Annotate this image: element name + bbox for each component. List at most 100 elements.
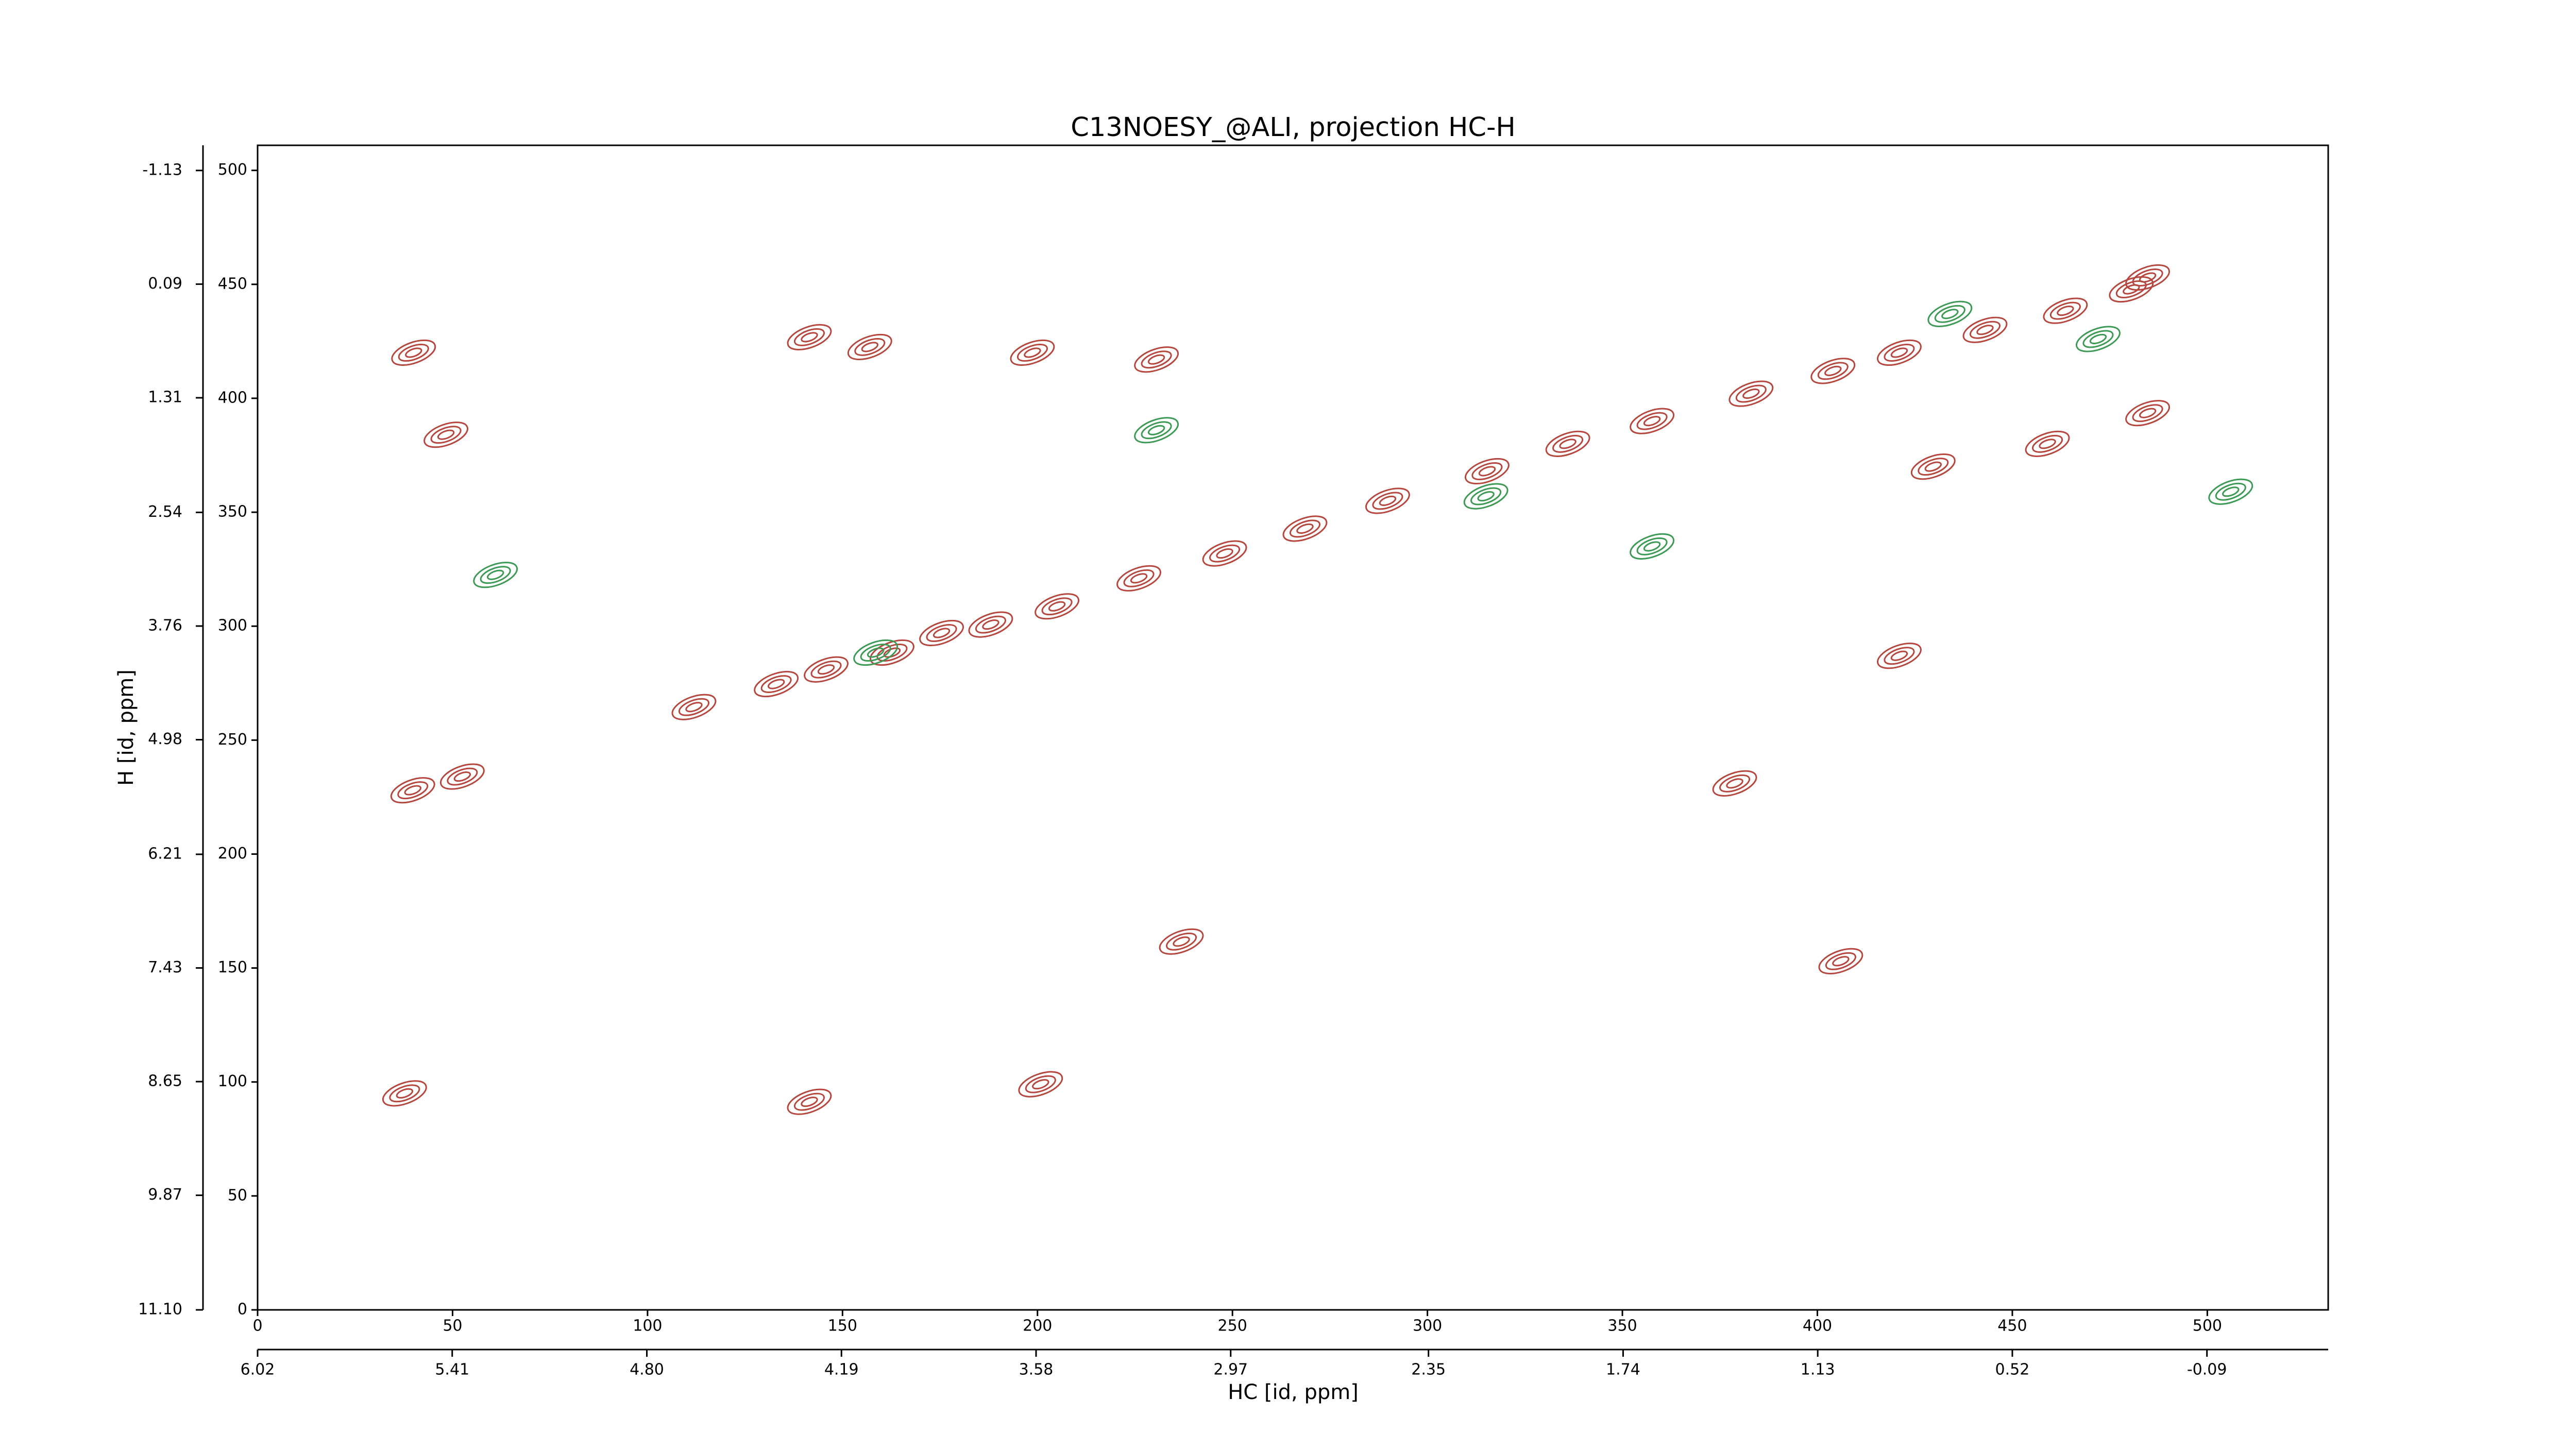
contour <box>671 694 717 720</box>
contour <box>2123 284 2140 295</box>
contour <box>1969 321 2001 339</box>
x-tick-label: 50 <box>443 1317 462 1335</box>
peak <box>1728 380 1774 407</box>
contour <box>685 702 703 713</box>
peak <box>2076 326 2121 352</box>
peak <box>968 611 1013 638</box>
peak <box>804 656 849 683</box>
contour <box>396 1088 414 1099</box>
peak <box>1202 540 1247 567</box>
y-tick-label: 200 <box>218 845 247 863</box>
x2-tick-label: 2.97 <box>1213 1361 1248 1379</box>
peak <box>1465 458 1510 485</box>
contour <box>1643 416 1661 427</box>
contour <box>397 781 429 800</box>
contour <box>2208 478 2253 505</box>
contour <box>1134 417 1179 444</box>
peak <box>1910 453 1956 480</box>
peak <box>1134 417 1179 444</box>
plot-area <box>382 264 2253 1115</box>
x-tick-label: 150 <box>828 1317 857 1335</box>
peak <box>1712 770 1757 797</box>
contour <box>1372 492 1403 510</box>
contour <box>1877 643 1922 669</box>
contour <box>486 569 504 580</box>
contour <box>1884 344 1915 362</box>
y-tick-label: 150 <box>218 958 247 976</box>
contour <box>1365 487 1410 514</box>
contour <box>2032 434 2063 453</box>
contour <box>2089 333 2107 344</box>
contour <box>1165 932 1197 951</box>
peak <box>2125 400 2170 427</box>
contour <box>2076 326 2121 352</box>
contour <box>1630 408 1674 434</box>
x2-tick-label: 6.02 <box>241 1361 275 1379</box>
y2-tick-label: 4.98 <box>148 730 182 748</box>
contour <box>1463 483 1509 510</box>
contour <box>1818 948 1863 974</box>
peak <box>671 694 717 720</box>
contour <box>2082 330 2114 348</box>
contour <box>1035 593 1079 620</box>
y2-tick-label: 3.76 <box>148 616 182 634</box>
y-tick-label: 250 <box>218 731 247 749</box>
x-tick-label: 250 <box>1218 1317 1247 1335</box>
y2-tick-label: 6.21 <box>148 845 182 863</box>
contour <box>678 698 709 716</box>
x2-tick-label: 4.19 <box>824 1361 859 1379</box>
y2-tick-label: 11.10 <box>138 1301 182 1319</box>
y2-tick-label: -1.13 <box>142 161 182 179</box>
peak <box>1116 565 1161 592</box>
contour <box>1810 358 1856 384</box>
contour <box>854 338 886 356</box>
peak <box>919 619 964 647</box>
contour <box>1877 339 1922 366</box>
x2-tick-label: 3.58 <box>1019 1361 1054 1379</box>
contour <box>1116 565 1161 592</box>
contour <box>1141 421 1172 440</box>
contour <box>1130 573 1148 584</box>
x2-tick-label: 0.52 <box>1995 1361 2030 1379</box>
contour <box>1824 365 1842 376</box>
contour <box>1559 439 1577 449</box>
contour <box>787 1088 832 1115</box>
contour <box>1927 300 1973 327</box>
peak <box>847 333 892 360</box>
contour <box>2215 482 2246 501</box>
peak <box>473 562 518 588</box>
contour <box>982 619 999 630</box>
contour <box>1477 491 1495 502</box>
x-tick-label: 300 <box>1413 1317 1442 1335</box>
x2-tick-label: 1.74 <box>1606 1361 1640 1379</box>
contour <box>801 332 818 343</box>
contour <box>767 679 785 689</box>
contour <box>2125 400 2170 427</box>
contour <box>1018 1071 1063 1098</box>
peak <box>2208 478 2253 505</box>
contour <box>1216 548 1233 559</box>
contour <box>1890 347 1908 358</box>
x-tick-label: 200 <box>1023 1317 1052 1335</box>
y2-tick-label: 2.54 <box>148 503 182 521</box>
y2-tick-label: 0.09 <box>148 275 182 293</box>
contour <box>1924 461 1942 472</box>
contour <box>1134 346 1179 373</box>
contour <box>2049 301 2081 320</box>
peak <box>787 1088 832 1115</box>
contour <box>1032 1079 1049 1090</box>
y-tick-label: 100 <box>218 1072 247 1090</box>
contour <box>860 644 891 662</box>
contour <box>439 763 485 790</box>
contour <box>861 342 879 352</box>
contour <box>1890 650 1908 661</box>
contour <box>793 1092 825 1111</box>
peak <box>1282 515 1328 542</box>
peak <box>1365 487 1410 514</box>
x-tick-label: 0 <box>252 1317 262 1335</box>
contour <box>1712 770 1757 797</box>
peak <box>1810 358 1856 384</box>
contour <box>2025 430 2070 457</box>
contour <box>1636 537 1668 555</box>
